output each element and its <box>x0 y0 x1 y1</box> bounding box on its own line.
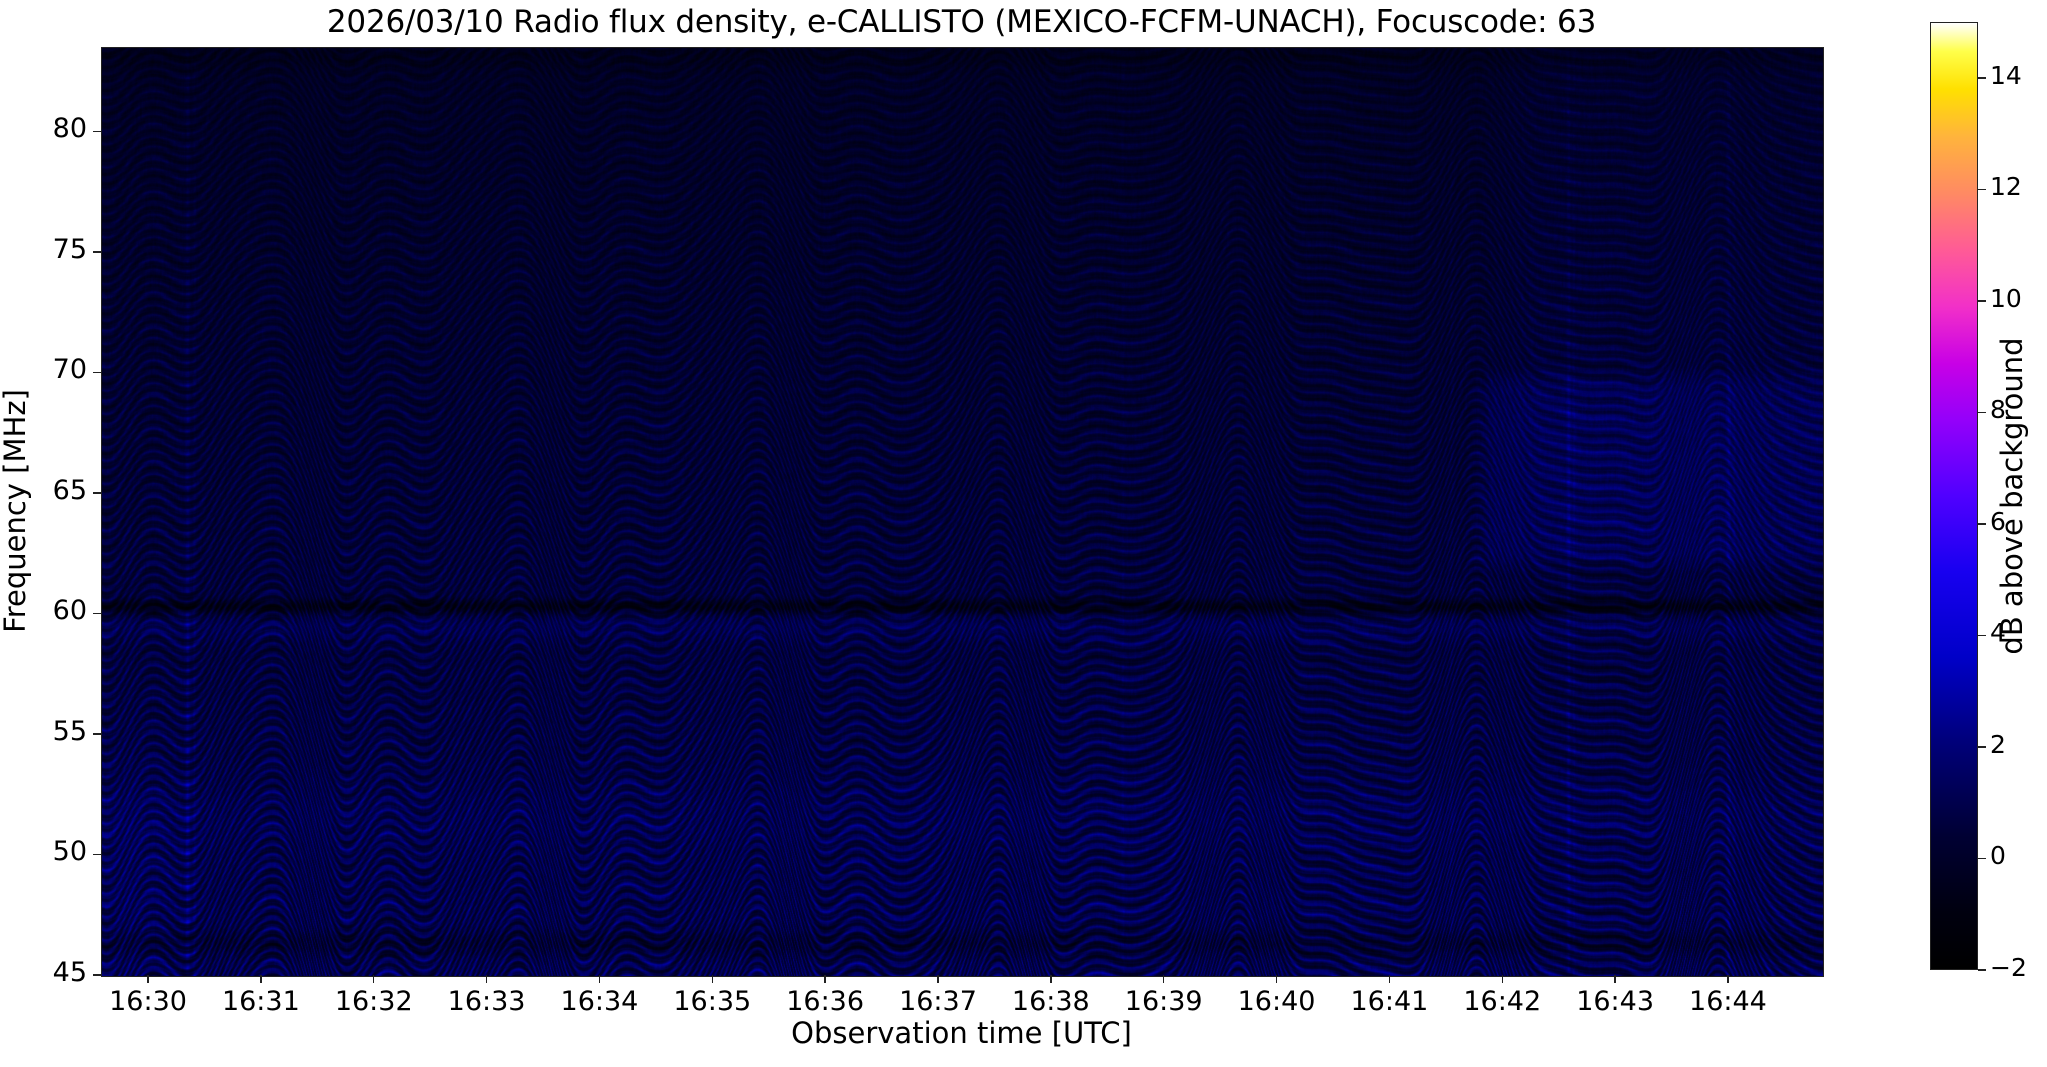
x-tick-label: 16:43 <box>1576 986 1654 1017</box>
colorbar-label: dB above background <box>1995 337 2029 655</box>
y-tick-mark <box>93 371 101 374</box>
y-tick-label: 60 <box>52 595 87 627</box>
colorbar-tick-label: 14 <box>1990 60 2022 90</box>
x-tick-label: 16:34 <box>560 986 639 1017</box>
x-tick-mark <box>824 975 826 983</box>
figure-title: 2026/03/10 Radio flux density, e-CALLIST… <box>326 4 1597 40</box>
x-tick-label: 16:37 <box>899 986 977 1017</box>
x-tick-label: 16:41 <box>1350 986 1429 1017</box>
y-tick-label: 50 <box>52 836 87 868</box>
x-tick-mark <box>1501 975 1503 983</box>
colorbar-tick-label: 4 <box>1990 618 2006 648</box>
colorbar-tick-label: 2 <box>1990 729 2006 759</box>
x-tick-label: 16:39 <box>1124 986 1203 1017</box>
x-axis-label: Observation time [UTC] <box>791 1016 1132 1050</box>
colorbar-tick-mark <box>1978 634 1986 637</box>
colorbar-tick-mark <box>1978 77 1986 79</box>
colorbar-tick-mark <box>1978 746 1986 748</box>
x-tick-mark <box>937 975 939 983</box>
colorbar-tick-mark <box>1978 300 1986 302</box>
x-tick-label: 16:38 <box>1011 986 1090 1017</box>
colorbar-tick-label: 12 <box>1990 172 2022 202</box>
y-tick-label: 75 <box>52 233 87 265</box>
colorbar-tick-label: 10 <box>1990 283 2022 313</box>
colorbar-gradient <box>1930 22 1978 970</box>
x-tick-label: 16:30 <box>109 986 187 1017</box>
colorbar-tick-mark <box>1978 411 1986 414</box>
x-tick-label: 16:35 <box>673 986 752 1017</box>
x-tick-mark <box>260 975 262 983</box>
x-tick-label: 16:36 <box>786 986 865 1017</box>
colorbar-tick-mark <box>1978 188 1986 191</box>
y-tick-label: 65 <box>52 474 87 506</box>
colorbar-tick-label: 6 <box>1990 506 2006 536</box>
x-tick-mark <box>1275 975 1278 983</box>
x-tick-mark <box>1388 975 1391 983</box>
x-tick-mark <box>372 975 375 983</box>
x-tick-mark <box>1162 975 1165 983</box>
colorbar: −2 0 2 4 6 8 10 12 14 <box>1930 22 2027 982</box>
x-tick-label: 16:42 <box>1463 986 1542 1017</box>
y-tick-label: 45 <box>52 957 87 988</box>
x-tick-label: 16:40 <box>1237 986 1316 1017</box>
y-tick-mark <box>93 733 101 735</box>
x-tick-mark <box>598 975 601 983</box>
x-tick-mark <box>485 975 488 983</box>
colorbar-tick-label: −2 <box>1990 953 2027 982</box>
y-tick-mark <box>93 974 101 976</box>
y-tick-mark <box>93 492 101 494</box>
colorbar-tick-mark <box>1978 857 1986 860</box>
x-tick-mark <box>147 975 149 983</box>
y-tick-label: 80 <box>52 113 87 145</box>
colorbar-tick-mark <box>1978 523 1986 525</box>
y-tick-mark <box>93 612 101 615</box>
spectrogram-image <box>102 48 1823 976</box>
colorbar-tick-label: 0 <box>1990 841 2006 871</box>
spectrogram-plot-area <box>101 47 1824 977</box>
y-tick-label: 70 <box>52 354 87 386</box>
y-tick-mark <box>93 251 101 253</box>
x-tick-mark <box>1050 975 1052 983</box>
y-tick-mark <box>93 130 101 133</box>
x-tick-label: 16:44 <box>1689 986 1767 1017</box>
x-tick-label: 16:32 <box>334 986 413 1017</box>
x-tick-mark <box>1614 975 1616 983</box>
colorbar-tick-mark <box>1978 969 1986 971</box>
x-tick-mark <box>711 975 714 983</box>
y-tick-mark <box>93 853 101 856</box>
x-tick-mark <box>1727 975 1729 983</box>
y-axis-label: Frequency [MHz] <box>0 389 32 633</box>
y-tick-label: 55 <box>52 715 87 747</box>
x-tick-label: 16:31 <box>221 986 300 1017</box>
x-tick-label: 16:33 <box>447 986 526 1017</box>
colorbar-tick-label: 8 <box>1990 395 2006 425</box>
